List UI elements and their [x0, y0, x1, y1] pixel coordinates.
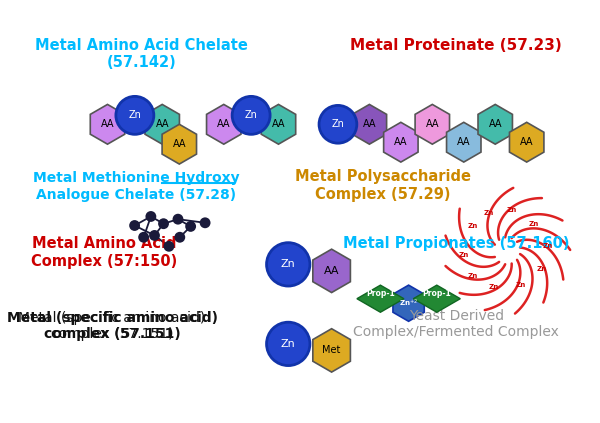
Text: Metal Proteinate (57.23): Metal Proteinate (57.23) — [350, 38, 562, 52]
Text: Yeast Derived
Complex/Fermented Complex: Yeast Derived Complex/Fermented Complex — [353, 309, 559, 339]
Text: Zn: Zn — [281, 259, 296, 269]
Text: Zn: Zn — [542, 243, 553, 249]
Polygon shape — [383, 122, 418, 162]
Circle shape — [319, 105, 357, 143]
Text: Zn: Zn — [467, 273, 478, 279]
Text: AA: AA — [362, 119, 376, 129]
Polygon shape — [313, 249, 350, 293]
Circle shape — [158, 218, 169, 229]
Circle shape — [200, 217, 211, 228]
Text: Metal Amino Acid
Complex (57:150): Metal Amino Acid Complex (57:150) — [31, 236, 177, 269]
Text: Zn: Zn — [331, 119, 344, 129]
Polygon shape — [446, 122, 481, 162]
Text: Zn: Zn — [506, 207, 517, 213]
Circle shape — [232, 96, 270, 135]
Text: AA: AA — [155, 119, 169, 129]
Text: Zn: Zn — [467, 222, 478, 228]
Text: AA: AA — [488, 119, 502, 129]
Text: Zn: Zn — [458, 253, 469, 258]
Polygon shape — [352, 104, 386, 144]
Circle shape — [175, 232, 185, 243]
Text: Zn: Zn — [281, 339, 296, 349]
Text: Zn: Zn — [536, 266, 547, 272]
Text: AA: AA — [324, 266, 340, 276]
Circle shape — [116, 96, 154, 135]
Text: AA: AA — [520, 137, 533, 147]
Text: Zn: Zn — [488, 284, 499, 290]
Text: Zn: Zn — [484, 210, 494, 216]
Text: AA: AA — [425, 119, 439, 129]
Circle shape — [149, 230, 160, 241]
Text: Prop-1: Prop-1 — [422, 289, 451, 298]
Circle shape — [145, 211, 156, 222]
Text: Metal (specific amino acid)
complex (57.151): Metal (specific amino acid) complex (57.… — [19, 311, 206, 341]
Text: Metal Polysaccharide
Complex (57.29): Metal Polysaccharide Complex (57.29) — [295, 170, 471, 202]
Text: Zn$^{+2}$: Zn$^{+2}$ — [399, 297, 418, 309]
Circle shape — [173, 214, 184, 225]
Polygon shape — [357, 285, 404, 312]
Polygon shape — [478, 104, 512, 144]
Polygon shape — [413, 285, 460, 312]
Polygon shape — [261, 104, 296, 144]
Text: Zn: Zn — [515, 282, 526, 288]
Circle shape — [138, 232, 149, 243]
Text: AA: AA — [457, 137, 470, 147]
Circle shape — [185, 221, 196, 232]
Circle shape — [164, 241, 175, 252]
Text: Zn: Zn — [128, 110, 141, 121]
Polygon shape — [206, 104, 241, 144]
Text: AA: AA — [173, 139, 186, 149]
Polygon shape — [313, 329, 350, 372]
Text: Prop-1: Prop-1 — [366, 289, 395, 298]
Circle shape — [266, 322, 310, 365]
Polygon shape — [393, 285, 424, 321]
Polygon shape — [509, 122, 544, 162]
Text: AA: AA — [217, 119, 230, 129]
Polygon shape — [162, 124, 197, 164]
Circle shape — [129, 220, 140, 231]
Text: Zn: Zn — [245, 110, 257, 121]
Text: AA: AA — [101, 119, 114, 129]
Text: Metal Amino Acid Chelate
(57.142): Metal Amino Acid Chelate (57.142) — [35, 38, 248, 70]
Text: AA: AA — [272, 119, 285, 129]
Polygon shape — [415, 104, 449, 144]
Text: Met: Met — [322, 346, 341, 355]
Polygon shape — [90, 104, 125, 144]
Circle shape — [266, 243, 310, 286]
Text: AA: AA — [394, 137, 407, 147]
Text: Metal (specific amino acid)
complex (57.151): Metal (specific amino acid) complex (57.… — [7, 311, 218, 341]
Text: Zn: Zn — [529, 221, 539, 227]
Text: Metal Methionine Hydroxy
Analogue Chelate (57.28): Metal Methionine Hydroxy Analogue Chelat… — [33, 171, 240, 202]
Text: Metal Propionates (57.160): Metal Propionates (57.160) — [343, 236, 569, 251]
Polygon shape — [145, 104, 179, 144]
